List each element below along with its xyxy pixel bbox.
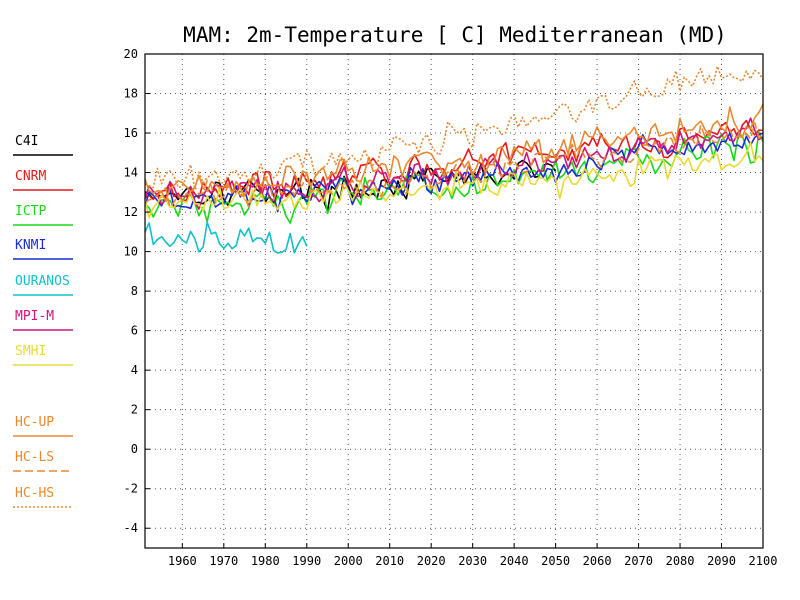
legend: C4I CNRM ICTP KNMI OURANOS MPI-M SMHI HC-UP HC-L… [13,134,73,508]
grid [145,54,763,548]
series-line-smhi [144,141,764,219]
x-tick-label: 2060 [583,554,612,568]
legend-label-ictp: ICTP [15,204,46,219]
legend-label-knmi: KNMI [15,238,46,253]
x-tick-label: 1990 [292,554,321,568]
y-tick-label: -2 [124,482,138,496]
x-tick-label: 2070 [624,554,653,568]
axes: 1960 1970 1980 1990 2000 2010 2020 2030 2040 2050… [124,47,778,568]
x-tick-label: 1960 [168,554,197,568]
legend-label-hc-up: HC-UP [15,415,54,430]
x-tick-label: 2080 [666,554,695,568]
x-tick-label: 2020 [417,554,446,568]
series-lines [144,65,764,254]
y-tick-label: 10 [124,245,138,259]
y-tick-label: 20 [124,47,138,61]
series-line-hc-ls [144,121,764,209]
legend-label-hc-ls: HC-LS [15,450,54,465]
y-tick-label: 2 [131,403,138,417]
x-tick-label: 2090 [707,554,736,568]
series-line-hc-hs [144,65,764,190]
legend-label-smhi: SMHI [15,344,46,359]
series-line-hc-up [144,104,764,202]
x-tick-label: 1980 [251,554,280,568]
x-tick-label: 2010 [375,554,404,568]
y-tick-label: 18 [124,87,138,101]
plot-frame [144,53,764,549]
y-tick-label: 16 [124,126,138,140]
x-tick-label: 2040 [500,554,529,568]
legend-label-ouranos: OURANOS [15,274,70,289]
y-tick-label: 0 [131,442,138,456]
series-line-ictp [144,131,764,224]
y-tick-label: 8 [131,284,138,298]
legend-label-hc-hs: HC-HS [15,486,54,501]
series-line-ouranos [144,221,308,254]
chart-title: MAM: 2m-Temperature [ C] Mediterranean (… [183,23,727,47]
x-tick-label: 2100 [749,554,778,568]
y-tick-label: 14 [124,166,138,180]
y-tick-label: 4 [131,363,138,377]
legend-label-cnrm: CNRM [15,169,46,184]
series-line-cnrm [144,119,764,202]
legend-label-mpi-m: MPI-M [15,309,54,324]
x-tick-label: 1970 [209,554,238,568]
y-tick-label: 12 [124,205,138,219]
x-tick-label: 2000 [334,554,363,568]
x-tick-label: 2030 [458,554,487,568]
x-tick-label: 2050 [541,554,570,568]
legend-label-c4i: C4I [15,134,38,149]
y-tick-label: -4 [124,521,138,535]
y-tick-label: 6 [131,324,138,338]
